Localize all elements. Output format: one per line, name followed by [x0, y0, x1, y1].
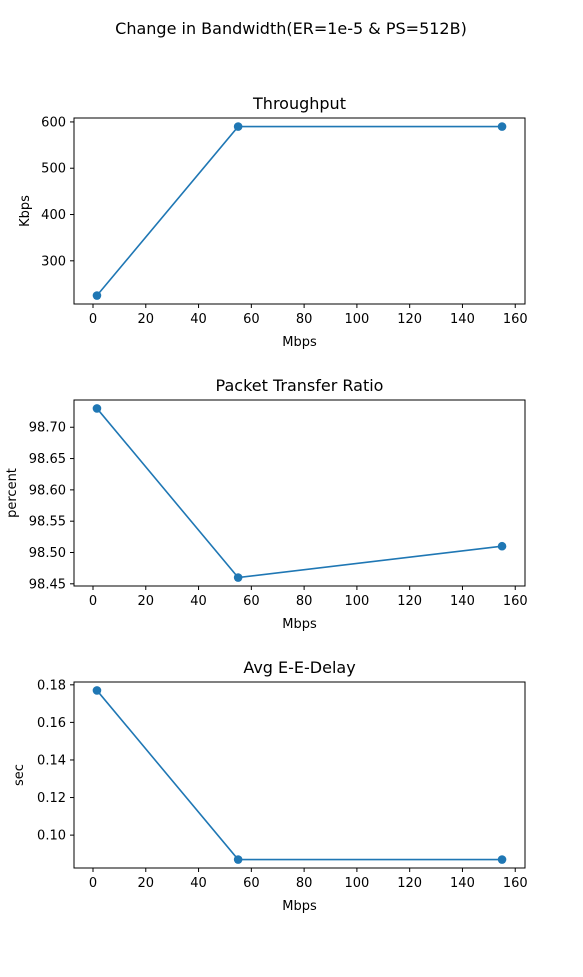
series-line	[96, 125, 503, 297]
x-tick-label: 40	[190, 312, 207, 327]
x-tick-label: 120	[397, 876, 422, 891]
data-point	[233, 855, 243, 864]
series-line	[96, 407, 503, 579]
x-tick-label: 40	[190, 876, 207, 891]
figure-suptitle: Change in Bandwidth(ER=1e-5 & PS=512B)	[115, 19, 467, 38]
axes-frame	[73, 681, 526, 869]
y-tick-label: 0.12	[37, 791, 66, 806]
y-tick-label: 98.45	[29, 577, 66, 592]
x-tick-label: 100	[344, 594, 369, 609]
x-tick-label: 0	[89, 876, 97, 891]
data-point	[497, 122, 507, 131]
data-point	[497, 855, 507, 864]
x-tick-label: 20	[138, 876, 155, 891]
y-tick-label: 300	[41, 254, 66, 269]
y-tick-label: 0.16	[37, 716, 66, 731]
axes-frame	[73, 399, 526, 587]
subplot-title: Packet Transfer Ratio	[216, 376, 384, 395]
y-tick-label: 500	[41, 162, 66, 177]
x-tick-label: 80	[296, 312, 313, 327]
x-tick-label: 140	[450, 312, 475, 327]
y-axis-label: percent	[5, 468, 20, 518]
y-axis-label: sec	[12, 764, 27, 786]
subplot-1: Throughput 0 20 40 60 80 100 120 140 160 300 400 500…	[18, 94, 528, 350]
x-tick-label: 160	[503, 594, 528, 609]
x-tick-label: 140	[450, 876, 475, 891]
y-tick-label: 98.60	[29, 483, 66, 498]
y-tick-label: 400	[41, 208, 66, 223]
x-tick-label: 0	[89, 594, 97, 609]
x-tick-label: 80	[296, 594, 313, 609]
subplot-2: Packet Transfer Ratio 0 20 40 60 80 100 120 140 1…	[5, 376, 528, 632]
x-tick-label: 160	[503, 312, 528, 327]
axes-frame	[73, 117, 526, 305]
subplot-title: Avg E-E-Delay	[243, 658, 355, 677]
y-tick-label: 98.65	[29, 452, 66, 467]
x-tick-label: 120	[397, 312, 422, 327]
subplot-title: Throughput	[252, 94, 346, 113]
x-tick-label: 60	[243, 876, 260, 891]
x-axis-label: Mbps	[282, 617, 317, 632]
x-tick-label: 60	[243, 594, 260, 609]
y-tick-label: 0.14	[37, 753, 66, 768]
x-tick-label: 100	[344, 876, 369, 891]
x-tick-label: 80	[296, 876, 313, 891]
data-point	[233, 573, 243, 582]
x-tick-label: 40	[190, 594, 207, 609]
y-tick-label: 98.70	[29, 421, 66, 436]
y-tick-label: 600	[41, 115, 66, 130]
data-point	[233, 122, 243, 131]
series-line	[96, 689, 503, 861]
data-point	[92, 686, 102, 695]
x-tick-label: 160	[503, 876, 528, 891]
y-axis-label: Kbps	[18, 195, 33, 227]
y-tick-label: 0.18	[37, 678, 66, 693]
data-point	[92, 291, 102, 300]
x-tick-label: 60	[243, 312, 260, 327]
x-tick-label: 20	[138, 312, 155, 327]
x-tick-label: 120	[397, 594, 422, 609]
x-tick-label: 140	[450, 594, 475, 609]
x-tick-label: 0	[89, 312, 97, 327]
subplot-3: Avg E-E-Delay 0 20 40 60 80 100 120 140 160 0.10 0.…	[12, 658, 528, 914]
y-tick-label: 98.50	[29, 546, 66, 561]
data-point	[92, 404, 102, 413]
y-tick-label: 98.55	[29, 515, 66, 530]
data-point	[497, 541, 507, 551]
y-tick-label: 0.10	[37, 829, 66, 844]
x-tick-label: 100	[344, 312, 369, 327]
x-tick-label: 20	[138, 594, 155, 609]
x-axis-label: Mbps	[282, 899, 317, 914]
x-axis-label: Mbps	[282, 335, 317, 350]
